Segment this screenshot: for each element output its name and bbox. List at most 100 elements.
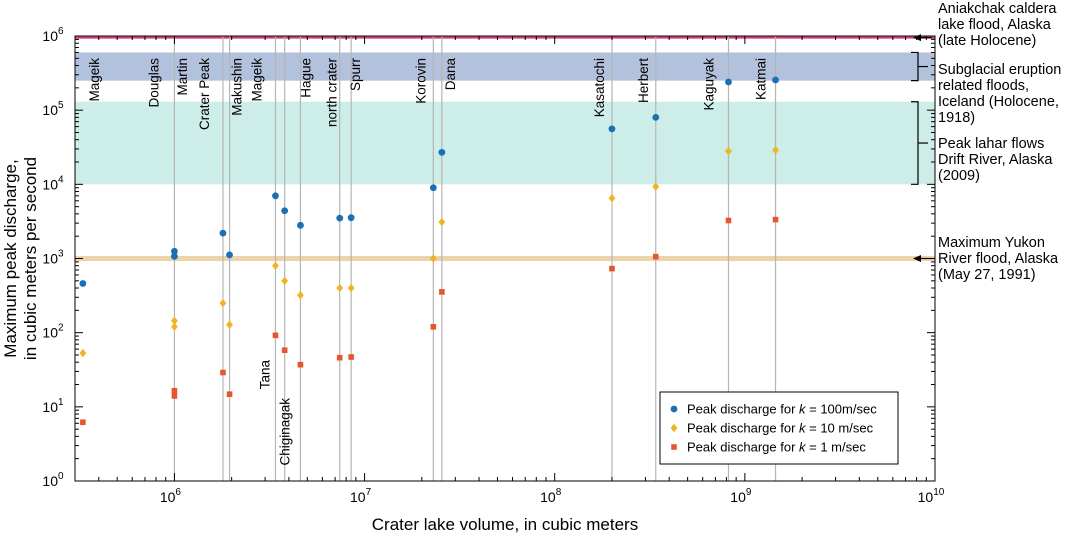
lake-label: Kaguyak [701,58,716,111]
y-tick-label: 104 [42,174,64,192]
annotation-text: Subglacial eruption [938,62,1061,78]
annotation-text: Aniakchak caldera [938,1,1057,17]
point-k100 [171,247,178,255]
point-k1 [281,347,288,354]
annotation-text: (late Holocene) [938,33,1036,49]
y-tick-label: 105 [42,100,64,118]
point-k100 [272,192,279,200]
x-tick-label: 106 [160,487,182,505]
band [75,52,935,81]
lake-label: Dana [443,58,458,91]
point-k10 [347,283,355,293]
point-k10 [297,291,304,300]
point-k1 [439,289,445,295]
annotation-text: (May 27, 1991) [938,267,1036,283]
lake-label: Mageik [249,58,264,102]
reference-lines [75,36,935,261]
lake-label: Makushin [230,58,245,116]
point-k100 [79,280,87,287]
point-k100 [725,78,732,86]
lake-labels: Mageik Douglas Martin Crater Peak Makushin Ma… [87,57,769,465]
legend-box [659,391,899,465]
y-axis-title-line1: Maximum peak discharge, [1,159,20,357]
annotation-text: Peak lahar flows [938,136,1044,152]
point-k10 [272,261,279,270]
point-k1 [171,387,178,394]
x-tick-label: 109 [730,487,752,505]
legend-marker-k100 [670,405,678,413]
x-tick-label: 1010 [918,487,945,505]
legend-marker-k1 [671,444,677,450]
point-k1 [336,354,343,361]
point-k1 [430,323,437,330]
lake-label: Spurr [348,57,363,91]
point-k1 [609,265,615,272]
lake-label: Hague [298,58,313,98]
point-k1 [272,332,279,339]
point-k100 [608,125,616,133]
axes: 106 107 108 109 1010 100 101 102 103 104 105 106 [42,26,944,505]
point-k1 [171,393,178,399]
lake-label: Crater Peak [197,58,212,130]
point-k1 [348,354,354,360]
point-k10 [772,145,779,155]
annotation-text: 1918) [938,110,975,126]
lake-label: Tana [257,360,272,390]
annotation-text: River flood, Alaska [938,251,1059,267]
legend-label: Peak discharge for k = 10 m/sec [687,421,874,436]
point-k10 [79,348,87,358]
point-k1 [652,253,659,260]
annotation-text: Drift River, Alaska [938,152,1053,168]
point-k10 [438,217,446,227]
annotation-arrowhead [913,34,921,42]
lake-label: Douglas [146,58,161,108]
y-tick-label: 100 [42,471,64,489]
legend-marker-k10 [670,423,678,433]
point-k100 [772,76,779,84]
point-k100 [281,207,289,215]
annotation-text: related floods, [938,78,1029,94]
legend-label: Peak discharge for k = 1 m/sec [687,440,866,455]
annotation-arrowhead [913,255,921,262]
y-tick-label: 103 [42,249,64,267]
lake-label: Herbert [636,58,651,103]
background-bands [75,52,935,185]
y-tick-label: 101 [42,397,64,415]
annotation-text: (2009) [938,168,980,184]
point-k10 [429,254,437,263]
point-k1 [725,217,732,224]
point-k10 [281,276,289,286]
point-k1 [772,216,779,223]
point-k1 [220,369,226,376]
lake-label: Martin [175,58,190,96]
point-k100 [652,113,660,121]
lake-label: Korovin [413,58,428,104]
point-k10 [171,316,178,325]
point-k1 [297,361,304,368]
annotation-text: Iceland (Holocene, [938,94,1059,110]
point-k100 [429,184,437,192]
y-tick-label: 102 [42,323,64,341]
legend-label: Peak discharge for k = 100m/sec [687,402,877,417]
x-tick-label: 107 [350,487,372,505]
y-tick-label: 106 [42,26,64,44]
legend: Peak discharge for k = 100m/sec Peak disc… [659,391,899,465]
x-axis-title: Crater lake volume, in cubic meters [372,515,638,534]
x-tick-label: 108 [540,487,562,505]
band [75,101,935,185]
point-k10 [219,298,227,308]
point-k10 [171,322,178,331]
point-k10 [725,146,732,156]
lake-label: Katmai [754,58,769,100]
point-k100 [347,214,355,222]
point-k100 [438,148,446,156]
point-k10 [608,194,616,203]
point-k100 [219,229,227,237]
point-k100 [171,252,178,260]
point-k1 [226,391,233,398]
lake-label: Chiginagak [278,398,293,466]
point-k1 [80,419,86,426]
point-k10 [226,320,233,329]
